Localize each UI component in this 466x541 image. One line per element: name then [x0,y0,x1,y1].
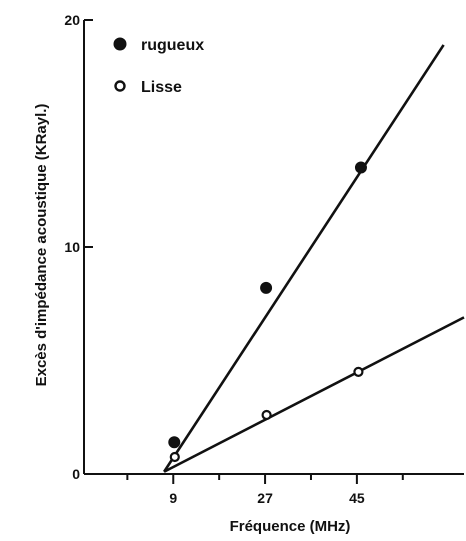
x-axis-title: Fréquence (MHz) [230,518,351,535]
legend-label-rugueux: rugueux [141,37,204,54]
data-points [168,161,367,463]
legend-marker-lisse [114,80,126,92]
y-axis-title: Excès d'impédance acoustique (KRayl.) [33,104,50,387]
x-tick-label: 45 [349,490,365,506]
data-point-rugueux [168,436,181,449]
data-point-lisse [169,451,180,463]
legend-marker-rugueux [113,37,127,51]
fit-line-rugueux [162,44,445,473]
legend: rugueux Lisse [113,37,204,96]
data-point-rugueux [354,161,367,174]
data-point-lisse [261,409,272,421]
ticks: 0 10 20 9 27 45 [64,12,404,506]
fit-lines [162,44,465,473]
legend-label-lisse: Lisse [141,79,182,96]
fit-line-lisse [163,316,465,473]
x-tick-label: 27 [257,490,273,506]
x-tick-label: 9 [169,490,177,506]
y-tick-label: 20 [64,12,80,28]
data-point-lisse [353,366,364,377]
y-tick-label: 10 [64,239,80,255]
data-point-rugueux [260,281,273,294]
y-tick-label: 0 [72,466,80,482]
